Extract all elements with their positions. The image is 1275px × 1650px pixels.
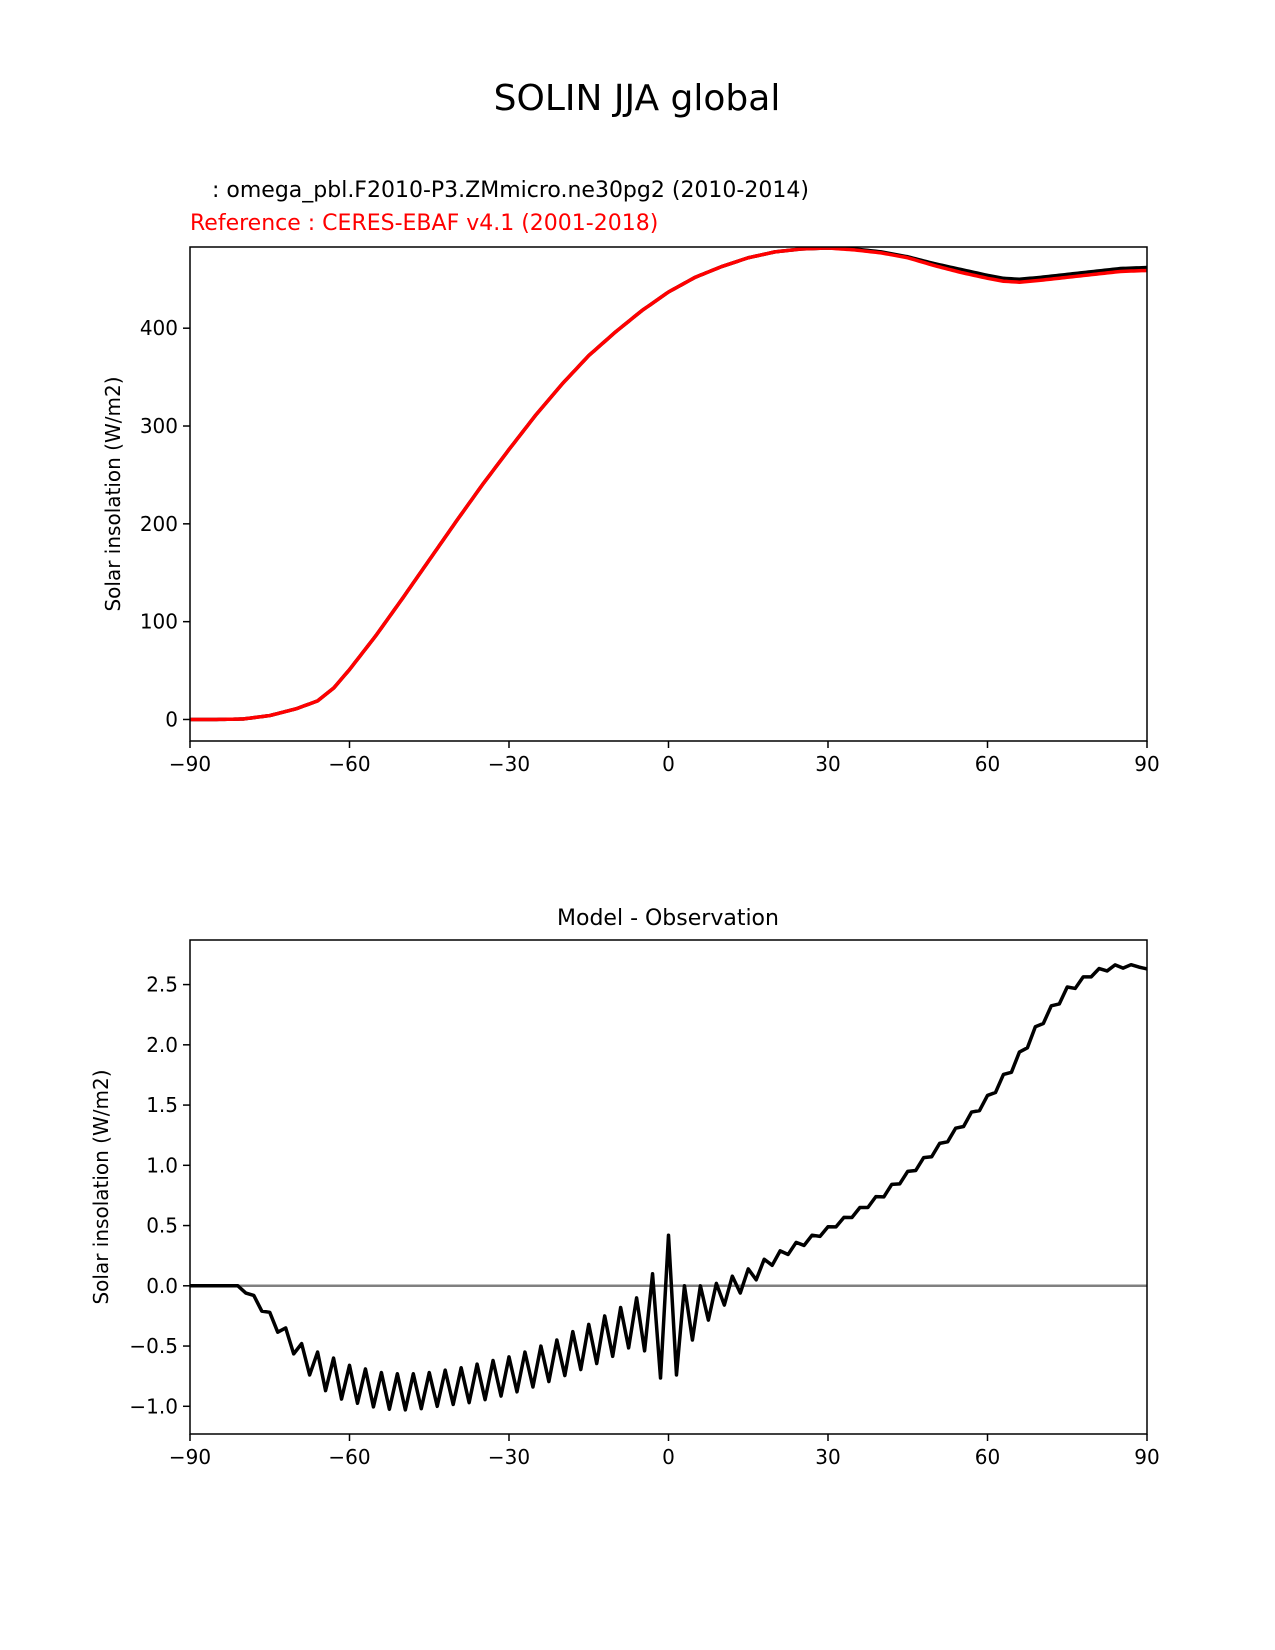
- y-tick-label: 400: [140, 316, 178, 340]
- series-line-test: [190, 247, 1147, 722]
- x-tick-label: 60: [975, 1445, 1000, 1469]
- y-tick-label: 200: [140, 512, 178, 536]
- y-tick-label: 0: [165, 707, 178, 731]
- y-tick-label: 0.5: [146, 1214, 178, 1238]
- x-tick-label: 30: [815, 752, 840, 776]
- bottom-panel: Model - Observation Solar insolation (W/…: [89, 906, 1160, 1469]
- figure-title: SOLIN JJA global: [494, 78, 781, 119]
- y-tick-label: −1.0: [129, 1394, 178, 1418]
- x-tick-label: 90: [1134, 752, 1159, 776]
- series-layer: [190, 962, 1147, 1412]
- top-y-axis-label: Solar insolation (W/m2): [101, 376, 125, 611]
- x-tick-label: 0: [662, 752, 675, 776]
- y-tick-label: 2.0: [146, 1033, 178, 1057]
- y-tick-label: 0.0: [146, 1274, 178, 1298]
- bottom-y-axis-label: Solar insolation (W/m2): [89, 1069, 113, 1304]
- y-tick-label: 1.0: [146, 1153, 178, 1177]
- bottom-plot-area: −90 −60 −30 0 30 60 90 −1.0 −0.5 0.0 0.5 1.0 1.5 2.0 2…: [129, 939, 1160, 1469]
- bottom-panel-title: Model - Observation: [557, 906, 779, 931]
- series-line-reference: [190, 247, 1147, 722]
- y-tick-label: 1.5: [146, 1093, 178, 1117]
- series-layer: [190, 247, 1147, 722]
- test-label: : omega_pbl.F2010-P3.ZMmicro.ne30pg2 (20…: [205, 178, 809, 203]
- reference-label: Reference : CERES-EBAF v4.1 (2001-2018): [190, 211, 658, 236]
- x-tick-label: 60: [975, 752, 1000, 776]
- x-tick-label: 30: [815, 1445, 840, 1469]
- x-tick-label: −30: [488, 1445, 530, 1469]
- y-tick-label: 100: [140, 610, 178, 634]
- x-tick-label: −90: [169, 752, 211, 776]
- series-line-difference: [190, 962, 1147, 1412]
- x-tick-label: −60: [328, 752, 370, 776]
- top-plot-area: −90 −60 −30 0 30 60 90 0 100 200 300 400: [140, 246, 1160, 776]
- y-tick-label: 2.5: [146, 973, 178, 997]
- x-tick-label: −30: [488, 752, 530, 776]
- axes-frame: [189, 246, 1148, 742]
- x-tick-label: 0: [662, 1445, 675, 1469]
- y-tick-label: 300: [140, 414, 178, 438]
- x-tick-label: −90: [169, 1445, 211, 1469]
- y-tick-label: −0.5: [129, 1334, 178, 1358]
- x-tick-label: 90: [1134, 1445, 1159, 1469]
- top-panel: : omega_pbl.F2010-P3.ZMmicro.ne30pg2 (20…: [101, 178, 1160, 776]
- x-tick-label: −60: [328, 1445, 370, 1469]
